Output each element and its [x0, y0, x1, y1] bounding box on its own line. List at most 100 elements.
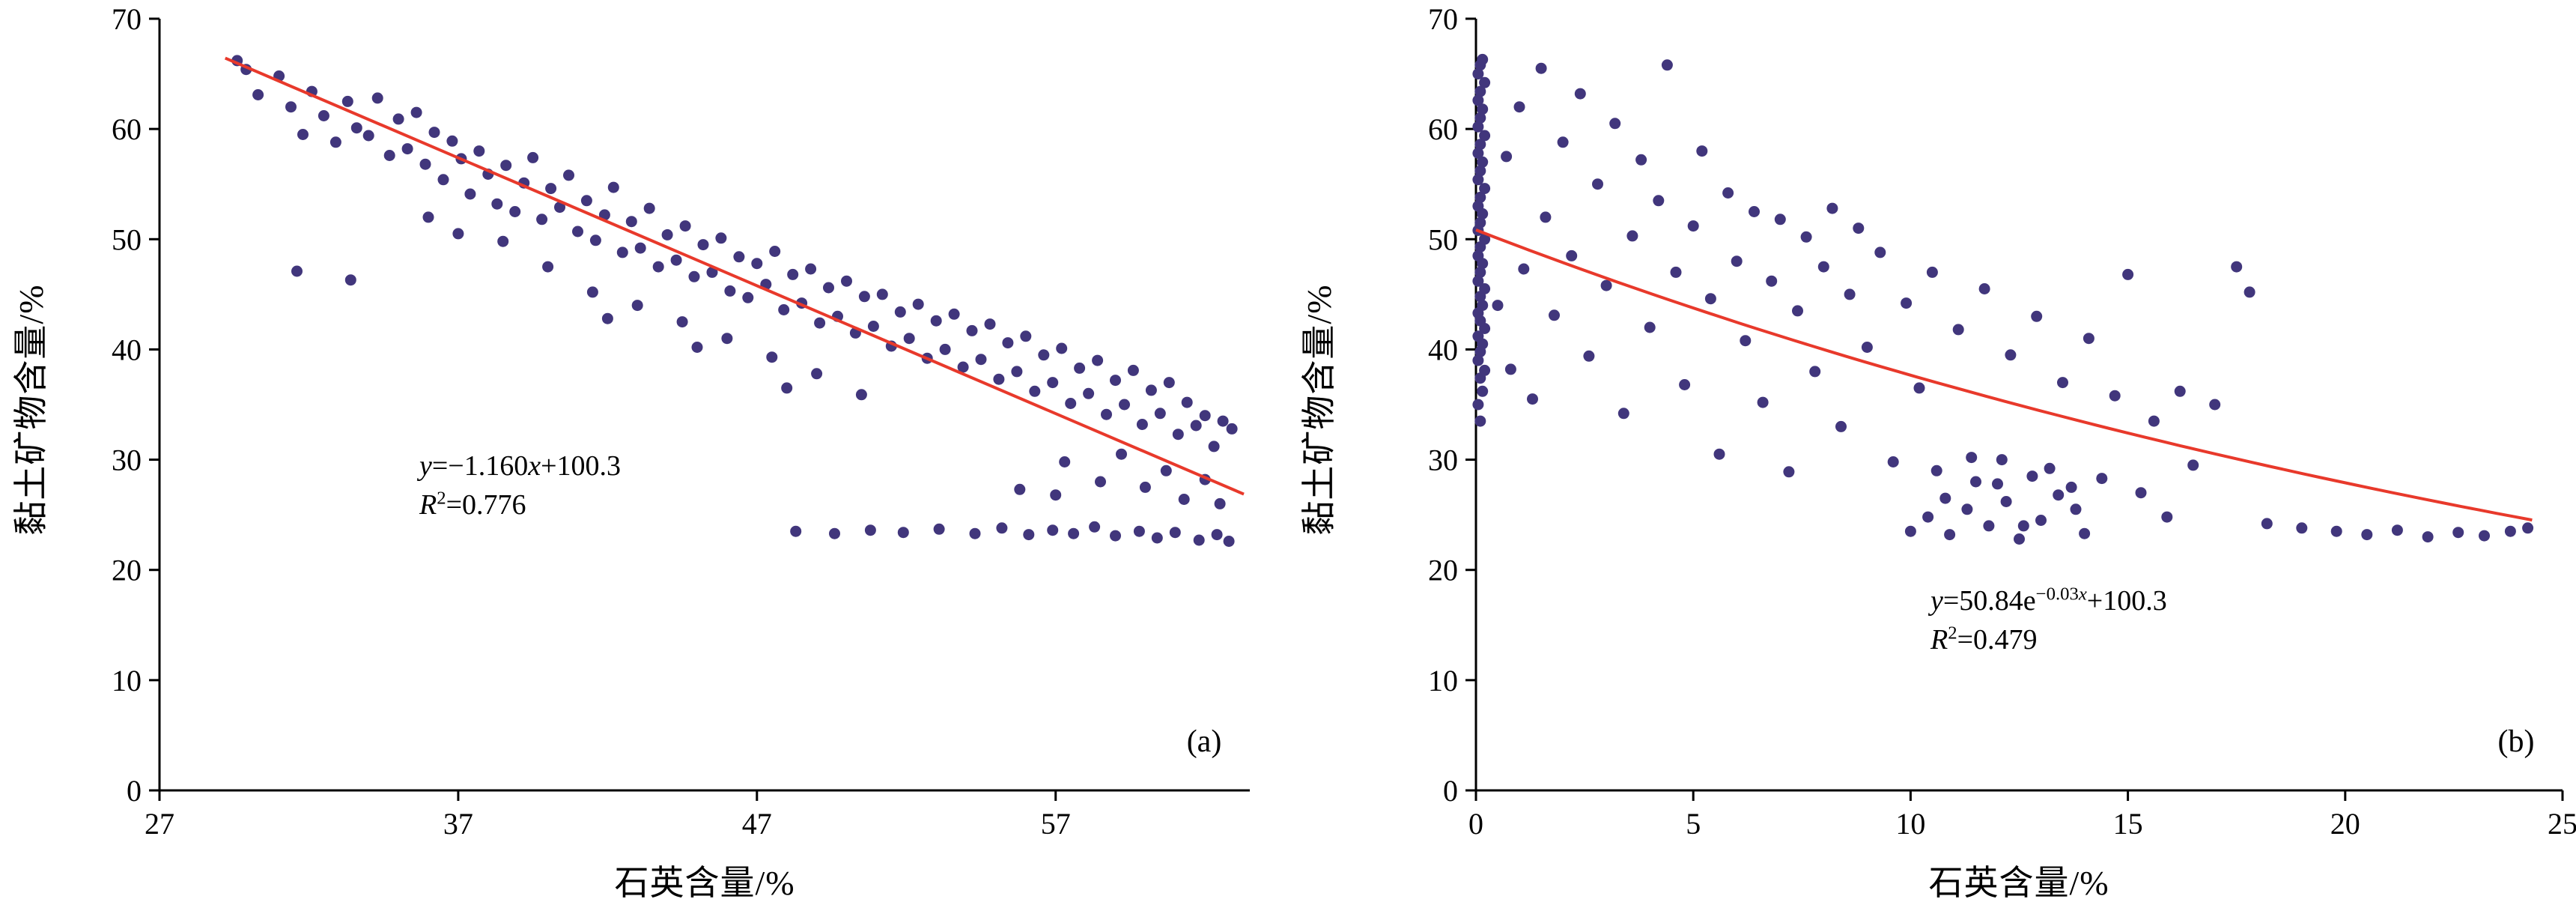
panel-a: 27 37 47 57 0 10 20 30 40 50 60 70 黏土矿物含量/% 石英含量/% … [12, 2, 1250, 902]
data-point [912, 298, 924, 310]
data-point [2209, 399, 2221, 411]
x-axis-title: 石英含量/% [1928, 864, 2109, 902]
x-axis-title: 石英含量/% [614, 864, 795, 902]
x-tick-label: 15 [2113, 807, 2143, 841]
data-point [1089, 521, 1101, 533]
data-point [1740, 335, 1752, 347]
data-point [1800, 231, 1812, 243]
data-point [1540, 211, 1552, 223]
data-point [1479, 183, 1491, 195]
data-point [1133, 525, 1145, 537]
data-point [1901, 297, 1913, 309]
data-point [1214, 497, 1226, 509]
data-point [1181, 396, 1193, 408]
data-point [1193, 534, 1205, 546]
data-point [1479, 364, 1491, 376]
data-point [1931, 464, 1942, 476]
data-point [580, 195, 592, 207]
data-point [2122, 268, 2134, 280]
data-point [993, 373, 1005, 385]
data-point [607, 181, 619, 193]
data-point [1472, 200, 1484, 212]
data-point [742, 291, 754, 303]
data-point [1199, 410, 1211, 422]
y-tick-label: 30 [1428, 444, 1458, 477]
data-point [1472, 174, 1484, 186]
data-point [2044, 462, 2056, 474]
data-point [1904, 525, 1916, 537]
data-point [1477, 53, 1489, 65]
data-point [1474, 165, 1486, 177]
fit-equation: y=50.84e−0.03x+100.3 R2=0.479 [1931, 584, 2167, 656]
data-point [975, 354, 987, 366]
data-point [1154, 408, 1166, 420]
data-point [1653, 195, 1665, 207]
data-point [2174, 385, 2186, 397]
data-point [2452, 527, 2464, 539]
data-point [2017, 520, 2029, 532]
data-point [2000, 496, 2012, 507]
data-point [1853, 223, 1865, 234]
y-tick-label: 0 [127, 774, 142, 808]
data-point [422, 211, 434, 223]
data-point [1477, 103, 1489, 115]
data-point [1116, 448, 1127, 460]
scatter-chart-b: 0 5 10 15 20 25 0 10 20 30 40 50 60 70 [1428, 2, 2576, 841]
data-point [2522, 522, 2534, 534]
data-point [2070, 503, 2082, 515]
data-point [661, 229, 673, 240]
data-point [437, 174, 449, 186]
data-point [805, 263, 817, 275]
data-point [1679, 379, 1691, 390]
data-point [706, 266, 718, 278]
data-point [2065, 481, 2077, 493]
data-point [1119, 399, 1130, 411]
data-point [1609, 118, 1621, 130]
data-point [1474, 139, 1486, 151]
data-point [2391, 524, 2403, 536]
data-point [1474, 112, 1486, 124]
data-point [1139, 481, 1151, 493]
data-point [1217, 415, 1229, 427]
data-point [1169, 527, 1181, 539]
data-point [1160, 464, 1172, 476]
data-point [2187, 459, 2199, 471]
data-point [858, 291, 870, 303]
data-point [497, 235, 509, 247]
data-point [2422, 531, 2434, 543]
data-point [1501, 151, 1513, 163]
data-point [1002, 337, 1014, 349]
y-tick-label: 50 [112, 223, 142, 256]
data-point [957, 361, 969, 373]
data-point [1961, 503, 1973, 515]
data-point [1992, 478, 2003, 490]
data-point [509, 206, 521, 217]
panel-letter: (a) [1186, 724, 1222, 759]
data-point [688, 270, 700, 282]
data-point [1583, 350, 1595, 362]
y-tick-label: 70 [112, 2, 142, 36]
data-point [966, 324, 978, 336]
data-point [1952, 324, 1964, 336]
data-point [1472, 68, 1484, 80]
data-point [2135, 487, 2147, 499]
data-point [1913, 382, 1925, 394]
data-point [1472, 330, 1484, 342]
data-point [1809, 366, 1821, 378]
data-point [1011, 366, 1023, 378]
data-point [2031, 310, 2043, 322]
data-point [933, 523, 945, 535]
data-point [1887, 456, 1899, 467]
data-point [1211, 529, 1223, 541]
data-point [823, 282, 834, 294]
data-point [1074, 362, 1086, 374]
data-point [1566, 249, 1578, 261]
axes-spines [158, 19, 1250, 792]
x-tick-label: 27 [145, 807, 174, 841]
data-point [1110, 530, 1121, 542]
data-point [1513, 101, 1525, 113]
data-point [1145, 384, 1157, 396]
data-point [1492, 300, 1504, 312]
data-point [894, 306, 906, 318]
data-point [766, 351, 778, 363]
